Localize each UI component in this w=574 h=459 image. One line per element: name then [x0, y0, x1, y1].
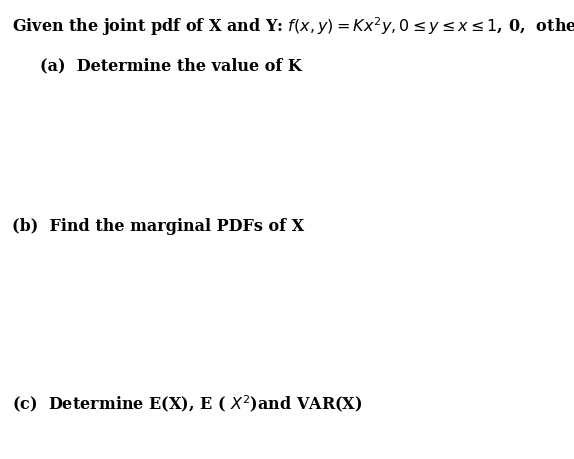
Text: Given the joint pdf of X and Y: $f(x, y) = Kx^2y, 0 \leq y \leq x \leq 1$, 0,  o: Given the joint pdf of X and Y: $f(x, y)… — [12, 15, 574, 38]
Text: (a)  Determine the value of K: (a) Determine the value of K — [40, 57, 302, 74]
Text: (c)  Determine E(X), E ( $X^2$)and VAR(X): (c) Determine E(X), E ( $X^2$)and VAR(X) — [12, 392, 362, 413]
Text: (b)  Find the marginal PDFs of X: (b) Find the marginal PDFs of X — [12, 218, 304, 235]
